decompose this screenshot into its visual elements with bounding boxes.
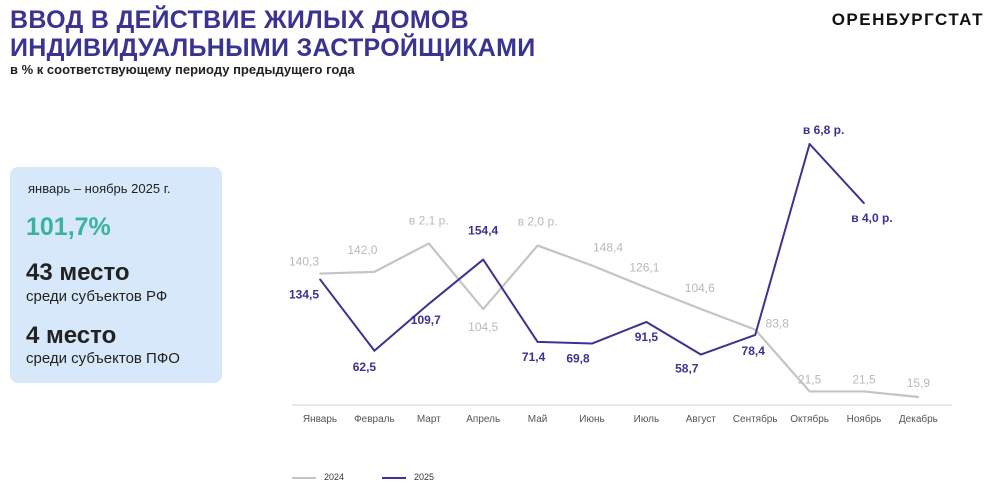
data-point-2025 bbox=[591, 342, 593, 345]
data-label-2025: 134,5 bbox=[289, 287, 319, 301]
data-point-2024 bbox=[373, 271, 376, 273]
x-tick-label: Март bbox=[417, 414, 441, 425]
data-label-2025: 62,5 bbox=[353, 360, 377, 374]
rank-pfo-value: 4 место bbox=[26, 322, 117, 349]
data-point-2024 bbox=[319, 272, 321, 275]
data-label-2024: 140,3 bbox=[289, 255, 319, 269]
x-tick-label: Январь bbox=[303, 414, 337, 425]
x-tick-label: Апрель bbox=[466, 414, 500, 425]
data-label-2025: 78,4 bbox=[742, 344, 766, 358]
data-label-2025: 58,7 bbox=[675, 362, 699, 376]
data-point-2024 bbox=[808, 390, 811, 393]
legend-item-2025: 2025 bbox=[382, 472, 434, 482]
data-label-2025: в 4,0 р. bbox=[851, 211, 892, 225]
brand-logo: ОРЕНБУРГСТАТ bbox=[831, 10, 984, 29]
x-tick-label: Ноябрь bbox=[847, 413, 882, 425]
data-point-2024 bbox=[482, 308, 485, 310]
data-point-2025 bbox=[319, 278, 321, 281]
data-point-2024 bbox=[591, 264, 593, 267]
data-label-2024: 148,4 bbox=[593, 241, 623, 255]
data-point-2025 bbox=[700, 353, 702, 356]
rank-rf-caption: среди субъектов РФ bbox=[26, 288, 168, 305]
data-label-2024: 142,0 bbox=[347, 243, 377, 257]
data-label-2024: 21,5 bbox=[852, 372, 876, 386]
rank-pfo-caption: среди субъектов ПФО bbox=[26, 350, 180, 367]
data-point-2025 bbox=[536, 341, 539, 343]
legend-swatch-2025 bbox=[382, 476, 406, 479]
data-point-2024 bbox=[645, 286, 648, 289]
summary-value: 101,7% bbox=[26, 213, 111, 241]
legend-item-2024: 2024 bbox=[292, 472, 344, 482]
data-point-2025 bbox=[645, 321, 648, 323]
series-line-2024 bbox=[319, 242, 919, 399]
summary-period: январь – ноябрь 2025 г. bbox=[28, 181, 171, 196]
data-point-2024 bbox=[863, 390, 865, 393]
x-tick-label: Май bbox=[528, 414, 548, 425]
data-point-2024 bbox=[917, 396, 920, 398]
data-point-2025 bbox=[754, 334, 756, 336]
rank-rf: 43 место bbox=[26, 259, 130, 287]
data-point-2025 bbox=[482, 258, 485, 261]
data-label-2024: в 2,1 р. bbox=[409, 213, 449, 227]
data-label-2024: 21,5 bbox=[798, 372, 822, 386]
rank-pfo: 4 место bbox=[26, 322, 116, 350]
data-point-2025 bbox=[808, 143, 811, 145]
x-tick-label: Август bbox=[686, 414, 717, 425]
title-line-2: ИНДИВИДУАЛЬНЫМИ ЗАСТРОЙЩИКАМИ bbox=[10, 34, 536, 62]
x-tick-label: Июнь bbox=[579, 414, 604, 425]
summary-card: январь – ноябрь 2025 г. 101,7% 43 место … bbox=[10, 167, 222, 383]
data-label-2024: 15,9 bbox=[907, 376, 931, 390]
x-tick-label: Октябрь bbox=[790, 413, 829, 425]
data-label-2025: 91,5 bbox=[635, 330, 659, 344]
data-label-2025: в 6,8 р. bbox=[803, 123, 844, 137]
legend-label-2025: 2025 bbox=[414, 472, 435, 482]
data-label-2024: 126,1 bbox=[629, 261, 659, 275]
data-point-2024 bbox=[700, 308, 702, 310]
data-label-2024: в 2,0 р. bbox=[518, 215, 558, 229]
data-label-2025: 154,4 bbox=[468, 224, 498, 238]
x-tick-label: Февраль bbox=[354, 414, 395, 425]
data-label-2025: 71,4 bbox=[522, 350, 546, 364]
data-label-2025: 109,7 bbox=[411, 313, 441, 327]
data-label-2024: 104,5 bbox=[468, 320, 498, 334]
chart-subtitle: в % к соответствующему периоду предыдуще… bbox=[10, 62, 355, 77]
data-label-2024: 104,6 bbox=[685, 281, 715, 295]
x-tick-label: Июль bbox=[634, 414, 660, 425]
data-label-2025: 69,8 bbox=[566, 352, 590, 366]
legend-swatch-2024 bbox=[292, 476, 316, 479]
x-tick-label: Сентябрь bbox=[733, 413, 778, 425]
x-tick-label: Декабрь bbox=[899, 413, 938, 425]
data-point-2024 bbox=[428, 242, 430, 245]
rank-rf-value: 43 место bbox=[26, 259, 130, 286]
data-label-2024: 83,8 bbox=[766, 317, 790, 331]
legend-label-2024: 2024 bbox=[324, 472, 345, 482]
data-point-2025 bbox=[863, 202, 865, 205]
data-point-2024 bbox=[536, 244, 539, 247]
title-line-1: ВВОД В ДЕЙСТВИЕ ЖИЛЫХ ДОМОВ bbox=[10, 6, 470, 34]
data-point-2025 bbox=[428, 303, 430, 305]
chart-title: ВВОД В ДЕЙСТВИЕ ЖИЛЫХ ДОМОВ ИНДИВИДУАЛЬН… bbox=[10, 6, 536, 62]
data-point-2025 bbox=[373, 349, 376, 352]
